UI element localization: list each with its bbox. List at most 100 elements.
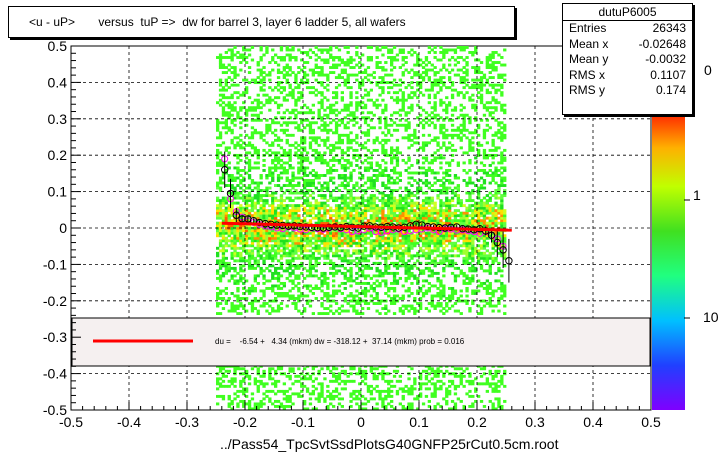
heat-cell [384, 116, 388, 120]
heat-cell [332, 181, 336, 185]
heat-cell [363, 116, 368, 120]
heat-cell [427, 239, 431, 243]
heat-cell [392, 264, 397, 268]
heat-cell [404, 194, 408, 198]
heat-cell [221, 259, 226, 263]
heat-cell [372, 174, 376, 177]
heat-cell [274, 196, 278, 200]
heat-cell [268, 389, 272, 393]
heat-cell [392, 204, 397, 208]
heat-cell [375, 292, 379, 295]
heat-cell [242, 304, 246, 308]
heat-cell [262, 76, 266, 80]
heat-cell [326, 171, 330, 175]
heat-cell [363, 169, 368, 172]
heat-cell [314, 239, 318, 243]
heat-cell [221, 66, 226, 69]
heat-cell [326, 184, 330, 187]
heat-cell [216, 184, 220, 187]
heat-cell [221, 211, 226, 215]
heat-cell [433, 56, 437, 59]
heat-cell [282, 397, 286, 401]
heat-cell [413, 244, 417, 248]
heat-cell [453, 128, 458, 132]
heat-cell [404, 126, 408, 130]
heat-cell [430, 274, 434, 278]
heat-cell [352, 156, 356, 160]
heat-cell [381, 209, 385, 213]
heat-cell [300, 382, 304, 386]
heat-cell [314, 246, 318, 250]
heat-cell [398, 196, 402, 200]
heat-cell [236, 116, 240, 120]
heat-cell [253, 224, 257, 228]
heat-cell [288, 397, 292, 401]
heat-cell [439, 294, 443, 298]
heat-cell [265, 382, 269, 386]
heat-cell [381, 86, 385, 90]
heat-cell [442, 221, 446, 225]
heat-cell [390, 176, 394, 180]
heat-cell [245, 402, 249, 406]
heat-cell [392, 261, 397, 265]
heat-cell [340, 256, 344, 260]
heat-cell [430, 231, 434, 235]
heat-cell [329, 171, 333, 175]
heat-cell [410, 236, 414, 240]
heat-cell [453, 276, 458, 280]
heat-cell [445, 68, 449, 72]
heat-cell [259, 176, 263, 180]
heat-cell [233, 369, 237, 373]
heat-cell [334, 101, 339, 105]
heat-cell [262, 148, 266, 152]
heat-cell [274, 216, 278, 220]
heat-cell [250, 108, 255, 112]
heat-cell [366, 209, 371, 213]
heat-cell [221, 224, 226, 228]
heat-cell [279, 201, 284, 205]
heat-cell [419, 113, 423, 117]
heat-cell [439, 146, 443, 150]
heat-cell [337, 196, 342, 200]
heat-cell [268, 171, 272, 175]
heat-cell [340, 138, 344, 142]
heat-cell [433, 389, 437, 393]
heat-cell [392, 56, 397, 59]
heat-cell [433, 246, 437, 250]
heat-cell [320, 246, 324, 250]
heat-cell [279, 71, 284, 75]
heat-cell [218, 206, 223, 210]
heat-cell [424, 184, 429, 187]
heat-cell [259, 239, 263, 243]
heat-cell [239, 196, 243, 200]
heat-cell [271, 143, 275, 147]
heat-cell [224, 384, 228, 388]
heat-cell [392, 369, 397, 373]
heat-cell [407, 196, 411, 200]
heat-cell [372, 181, 376, 185]
heat-cell [279, 281, 284, 285]
heat-cell [372, 199, 376, 203]
heat-cell [311, 254, 315, 258]
heat-cell [340, 304, 344, 308]
heat-cell [395, 239, 400, 243]
heat-cell [337, 123, 342, 127]
heat-cell [256, 113, 260, 117]
heat-cell [285, 78, 289, 82]
heat-cell [453, 194, 458, 198]
heat-cell [361, 116, 365, 120]
heat-cell [459, 249, 463, 253]
heat-cell [282, 211, 286, 215]
heat-cell [433, 81, 437, 85]
heat-cell [433, 73, 437, 77]
heat-cell [392, 281, 397, 285]
heat-cell [352, 123, 356, 127]
heat-cell [271, 176, 275, 180]
heat-cell [390, 214, 394, 218]
heat-cell [424, 141, 429, 145]
heat-cell [427, 216, 431, 220]
heat-cell [381, 201, 385, 205]
heat-cell [450, 221, 455, 225]
heat-cell [343, 234, 347, 238]
heat-cell [352, 297, 356, 300]
